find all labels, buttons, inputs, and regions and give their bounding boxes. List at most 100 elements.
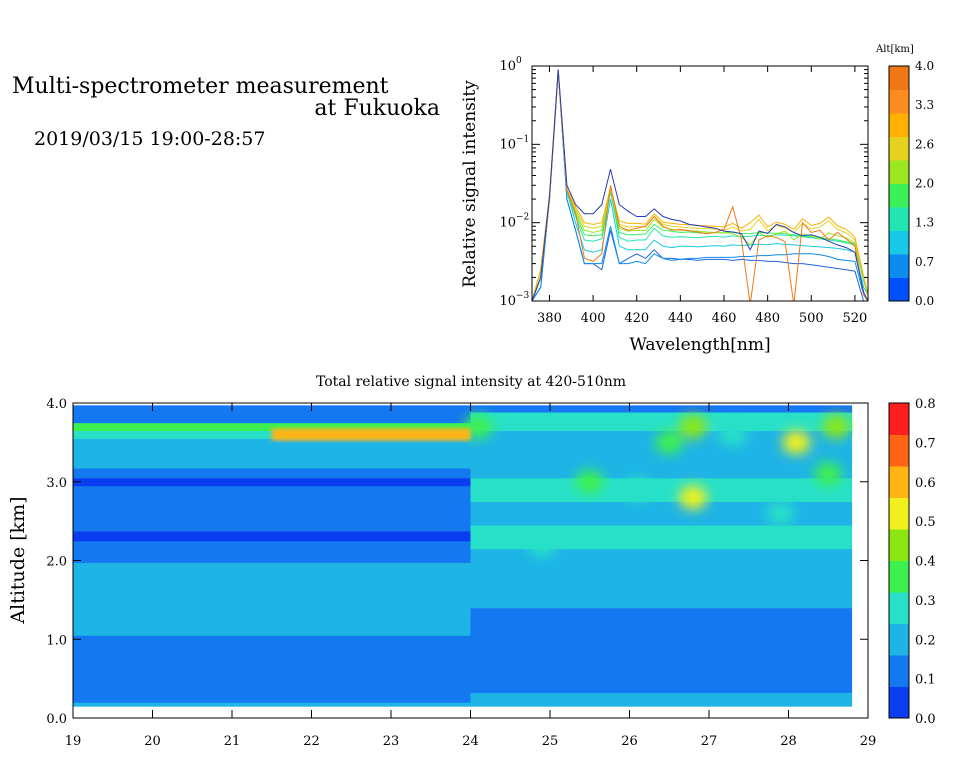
heatmap-band-early [73, 467, 471, 479]
heatmap-hotspot [718, 422, 747, 447]
heatmap-axes: 19 20 21 22 23 24 25 26 27 28 29 0.0 1.0 2.0 3.0 4.0 [46, 397, 876, 749]
heatmap-band-late [470, 477, 853, 502]
heatmap-body [73, 405, 853, 707]
altitude-colorbar: 0.0 0.7 1.3 2.0 2.6 3.3 4.0 [888, 59, 934, 308]
colorbar-tick-label: 0.8 [915, 397, 936, 412]
heatmap-hotspot [814, 461, 843, 486]
spectrum-ytick-label: 10 [499, 294, 516, 309]
intensity-colorbar: 0.0 0.1 0.2 0.3 0.4 0.5 0.6 0.7 0.8 [888, 397, 936, 727]
heatmap-xtick-label: 21 [224, 734, 241, 749]
heatmap-band-early [73, 530, 471, 542]
spectrum-ytick-exponent: −3 [516, 291, 530, 301]
heatmap-title: Total relative signal intensity at 420-5… [316, 374, 626, 390]
heatmap-xtick-label: 28 [780, 734, 797, 749]
colorbar-tick-label: 4.0 [915, 59, 934, 73]
heatmap-band-early [73, 405, 471, 409]
heatmap-band-early [73, 438, 471, 447]
colorbar-swatch [889, 497, 909, 530]
spectrum-ytick-label: 10 [499, 216, 516, 231]
colorbar-swatch [889, 136, 909, 161]
heatmap-band-early [73, 422, 471, 432]
heatmap-band-late [470, 454, 853, 479]
heatmap-band-late [470, 607, 853, 638]
heatmap-hotspots [464, 414, 851, 557]
heatmap-xtick-label: 26 [621, 734, 638, 749]
spectrum-series-6 [532, 71, 868, 301]
heatmap-hotspot [782, 430, 811, 455]
heatmap-band-early [73, 550, 471, 563]
heatmap-xtick-label: 25 [542, 734, 559, 749]
colorbar-frame [888, 402, 910, 719]
spectrum-xtick-label: 400 [581, 311, 606, 326]
spectrum-xtick-label: 380 [537, 311, 562, 326]
heatmap-ytick-label: 2.0 [46, 555, 67, 570]
spectrum-xtick-label: 520 [842, 311, 867, 326]
heatmap-band-early [73, 635, 471, 654]
colorbar-swatch [889, 434, 909, 467]
colorbar-swatch [889, 160, 909, 184]
spectrum-ytick-label: 10 [499, 137, 516, 152]
heatmap-hotspot [766, 501, 795, 526]
spectrum-frame [531, 65, 869, 302]
colorbar-swatch [889, 529, 909, 561]
colorbar-swatch [889, 403, 909, 435]
spectrum-ytick-exponent: −1 [516, 134, 529, 144]
colorbar-tick-label: 0.7 [915, 436, 936, 451]
heatmap-band-early [73, 446, 471, 457]
heatmap-xtick-label: 27 [701, 734, 718, 749]
heatmap-band-early [73, 485, 471, 497]
heatmap-band-early [73, 477, 471, 487]
colorbar-tick-label: 0.0 [915, 294, 934, 308]
chart-title-line1: Multi-spectrometer measurement [12, 74, 389, 99]
spectrum-series-1 [532, 71, 868, 301]
heatmap-band-late [470, 501, 853, 526]
heatmap-xtick-label: 29 [860, 734, 877, 749]
heatmap-ytick-label: 4.0 [46, 397, 67, 412]
spectrum-series-2 [532, 71, 868, 301]
heatmap-band-late [470, 576, 853, 609]
colorbar-tick-label: 0.4 [915, 555, 936, 570]
spectrum-xtick-label: 460 [712, 311, 737, 326]
heatmap-band-late [470, 637, 853, 666]
colorbar-tick-label: 3.3 [915, 98, 934, 112]
spectrum-series-5 [532, 71, 868, 301]
spectrum-ytick-exponent: 0 [516, 56, 522, 66]
heatmap-ytick-label: 0.0 [46, 712, 67, 727]
heatmap-band-late [470, 525, 853, 550]
colorbar-tick-label: 0.7 [915, 255, 934, 269]
spectrum-ytick-label: 10 [499, 59, 516, 74]
spectrum-xtick-label: 420 [624, 311, 649, 326]
heatmap-hotspot [464, 414, 493, 439]
spectrum-series-3 [532, 71, 868, 301]
colorbar-swatch [889, 560, 909, 593]
heatmap-band-early [73, 666, 471, 682]
colorbar-title: Alt[km] [875, 44, 914, 55]
heatmap-ylabel: Altitude [km] [7, 496, 29, 624]
colorbar-swatch [889, 466, 909, 498]
spectrum-ylabel: Relative signal intensity [460, 80, 480, 288]
spectrum-series-8 [532, 71, 868, 301]
heatmap-band-early [73, 680, 471, 693]
heatmap-hotspot [679, 414, 708, 439]
spectrum-xtick-label: 500 [799, 311, 824, 326]
colorbar-swatch [889, 623, 909, 656]
heatmap-band-early [73, 562, 471, 581]
spectrum-lines [532, 69, 868, 301]
heatmap-hotspot [623, 477, 652, 502]
heatmap-ytick-label: 3.0 [46, 476, 67, 491]
colorbar-tick-label: 0.2 [915, 633, 936, 648]
colorbar-swatch [889, 254, 909, 278]
heatmap-band-early [73, 702, 471, 707]
colorbar-tick-label: 0.1 [915, 673, 936, 688]
colorbar-swatch [889, 277, 909, 302]
colorbar-tick-label: 2.0 [915, 177, 934, 191]
heatmap-band-late [470, 405, 853, 413]
heatmap-band-early [73, 580, 471, 609]
heatmap-xtick-label: 20 [144, 734, 161, 749]
heatmap-xtick-label: 23 [383, 734, 400, 749]
colorbar-tick-label: 1.3 [915, 216, 934, 230]
heatmap-band-early [73, 408, 471, 416]
spectrum-xlabel: Wavelength[nm] [629, 335, 770, 355]
